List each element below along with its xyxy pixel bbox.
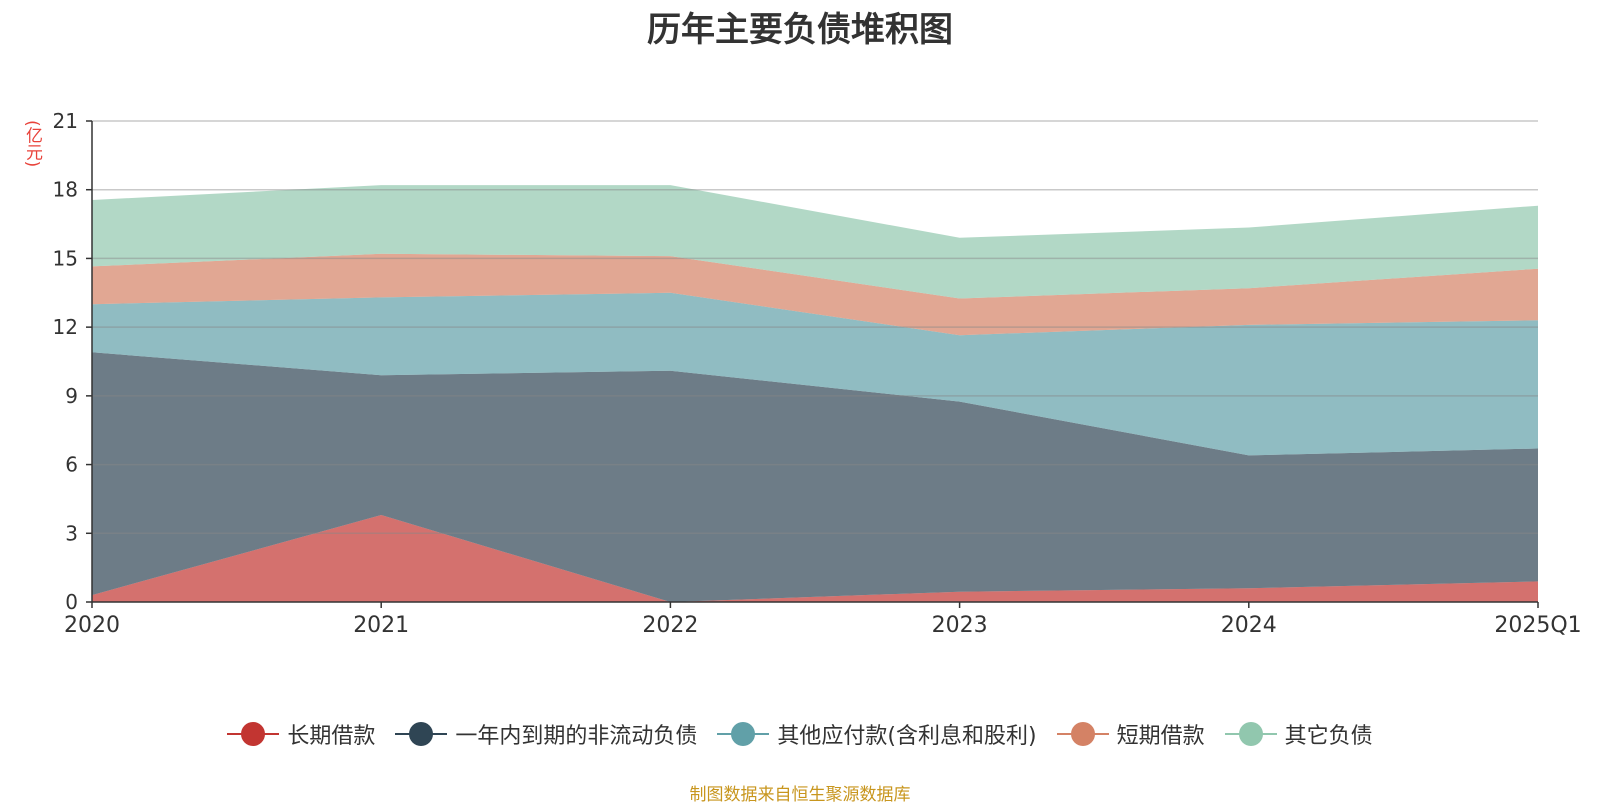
x-tick-label-5: 2025Q1	[1494, 613, 1581, 638]
x-tick-label-0: 2020	[64, 613, 120, 638]
chart-title: 历年主要负债堆积图	[647, 10, 953, 50]
y-tick-label-7: 21	[53, 109, 78, 133]
y-axis-unit-label: (亿元)	[22, 120, 42, 168]
series-area-1	[92, 515, 1538, 602]
x-tick-label-1: 2021	[353, 613, 409, 638]
legend-item-5[interactable]: 其它负债	[1224, 718, 1373, 750]
y-tick-label-4: 12	[53, 315, 78, 339]
legend-label: 长期借款	[287, 724, 376, 749]
legend-label: 其他应付款(含利息和股利)	[777, 724, 1037, 749]
legend-marker-icon	[395, 722, 448, 746]
y-tick-label-6: 18	[53, 178, 78, 202]
y-tick-label-0: 0	[65, 590, 78, 614]
y-tick-label-3: 9	[65, 384, 78, 408]
x-tick-label-3: 2023	[932, 613, 988, 638]
data-source-note: 制图数据来自恒生聚源数据库	[689, 785, 911, 805]
legend-marker-icon	[1056, 722, 1109, 746]
y-tick-label-2: 6	[65, 453, 78, 477]
series-area-3	[92, 292, 1538, 456]
legend-label: 其它负债	[1284, 724, 1373, 749]
legend-label: 短期借款	[1116, 724, 1205, 749]
y-tick-label-1: 3	[65, 521, 78, 545]
legend-item-1[interactable]: 长期借款	[227, 718, 375, 750]
x-tick-label-2: 2022	[642, 613, 698, 638]
legend-item-2[interactable]: 一年内到期的非流动负债	[395, 718, 697, 750]
chart-legend: 长期借款 一年内到期的非流动负债 其他应付款(含利息和股利) 短期借款 其它负债	[0, 718, 1600, 750]
series-area-4	[92, 253, 1538, 336]
y-tick-label-5: 15	[53, 246, 78, 270]
legend-marker-icon	[717, 722, 770, 746]
legend-marker-icon	[227, 722, 280, 746]
legend-label: 一年内到期的非流动负债	[455, 724, 698, 749]
series-area-5	[92, 185, 1538, 299]
legend-item-4[interactable]: 短期借款	[1056, 718, 1205, 750]
series-area-2	[92, 352, 1538, 602]
x-tick-label-4: 2024	[1221, 613, 1277, 638]
legend-item-3[interactable]: 其他应付款(含利息和股利)	[717, 718, 1037, 750]
legend-marker-icon	[1224, 722, 1277, 746]
